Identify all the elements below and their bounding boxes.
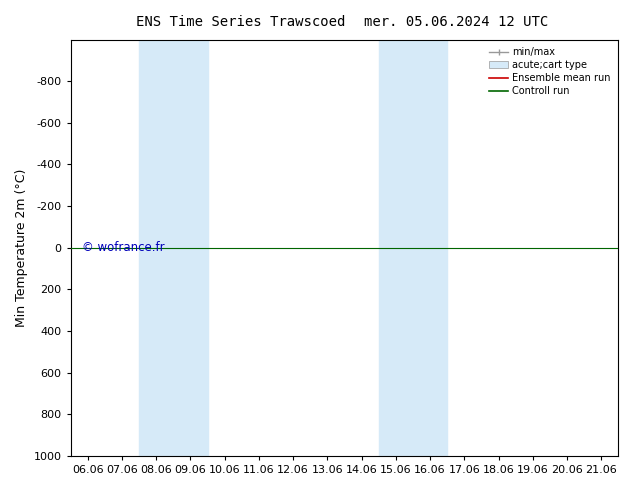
Legend: min/max, acute;cart type, Ensemble mean run, Controll run: min/max, acute;cart type, Ensemble mean …	[486, 45, 614, 99]
Text: ENS Time Series Trawscoed: ENS Time Series Trawscoed	[136, 15, 346, 29]
Bar	[378, 40, 447, 456]
Text: © wofrance.fr: © wofrance.fr	[82, 241, 164, 254]
Y-axis label: Min Temperature 2m (°C): Min Temperature 2m (°C)	[15, 169, 28, 327]
Bar	[139, 40, 207, 456]
Text: mer. 05.06.2024 12 UTC: mer. 05.06.2024 12 UTC	[365, 15, 548, 29]
